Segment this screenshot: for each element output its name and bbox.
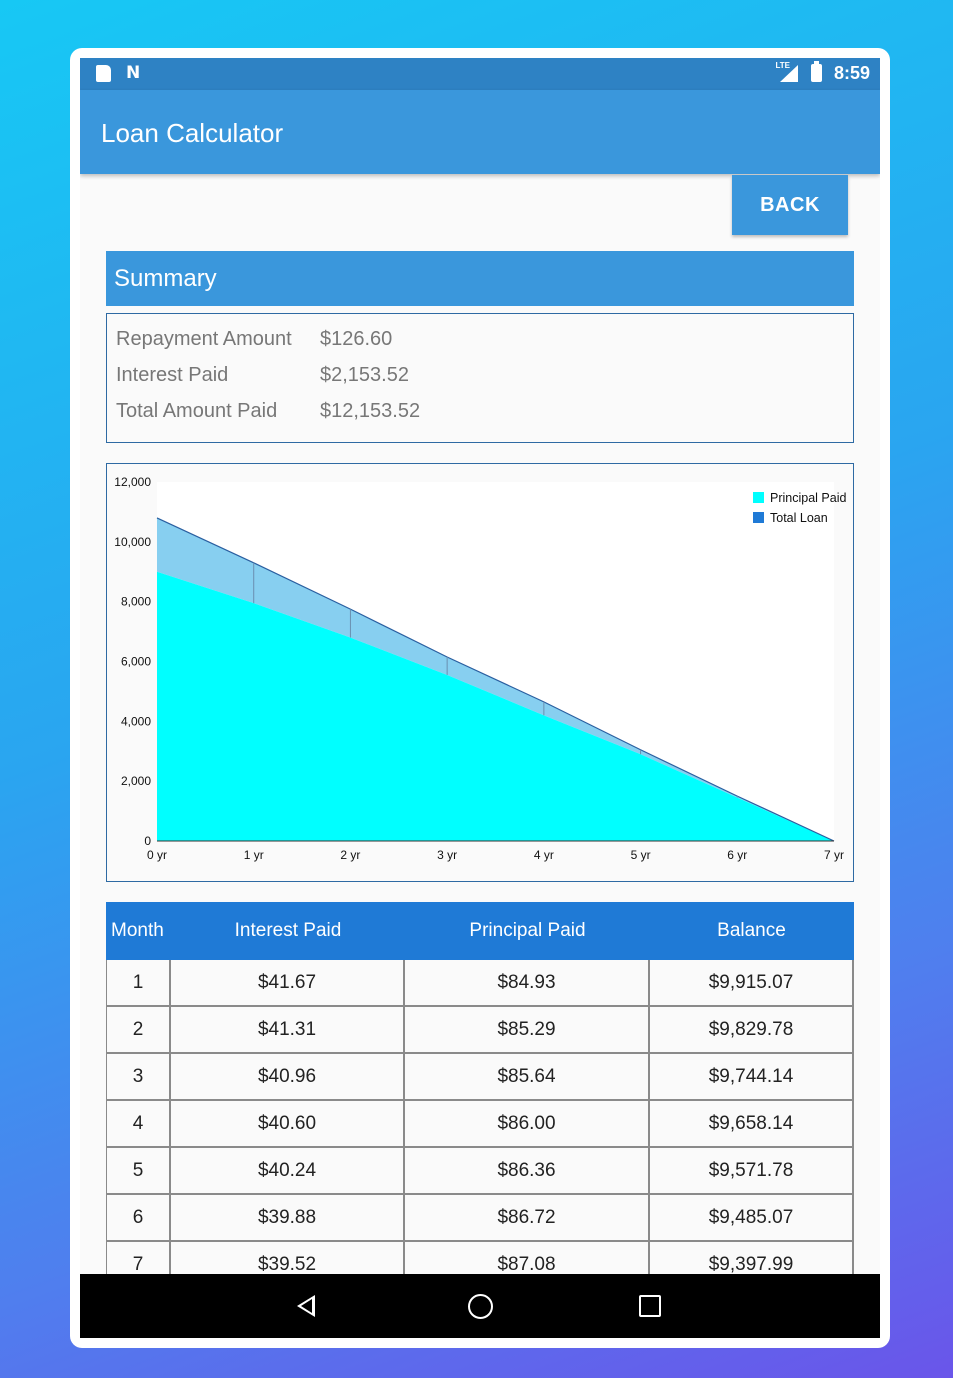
x-tick-label: 4 yr (534, 848, 554, 862)
status-bar: N LTE 8:59 (80, 58, 880, 90)
back-icon[interactable] (297, 1295, 315, 1317)
table-body: 1 $41.67 $84.93 $9,915.07 2 $41.31 $85.29 $9,82… (106, 960, 854, 1289)
summary-heading: Summary (106, 251, 854, 306)
x-tick-label: 1 yr (244, 848, 264, 862)
x-tick-label: 2 yr (340, 848, 360, 862)
summary-label: Total Amount Paid (116, 400, 278, 422)
amortization-table: Month Interest Paid Principal Paid Balan… (106, 902, 854, 1289)
y-tick-label: 0 (144, 834, 151, 848)
month-cell: 7 (107, 1242, 171, 1287)
table-header: Month Interest Paid Principal Paid Balan… (106, 902, 854, 960)
x-tick-label: 6 yr (727, 848, 747, 862)
month-cell: 5 (107, 1148, 171, 1193)
principal-paid-cell: $84.93 (405, 960, 650, 1005)
table-row: 5 $40.24 $86.36 $9,571.78 (106, 1148, 854, 1195)
x-tick-label: 7 yr (824, 848, 844, 862)
x-tick-label: 5 yr (631, 848, 651, 862)
interest-paid-cell: $39.88 (171, 1195, 405, 1240)
summary-value: $126.60 (320, 328, 393, 350)
x-tick-label: 3 yr (437, 848, 457, 862)
table-row: 6 $39.88 $86.72 $9,485.07 (106, 1195, 854, 1242)
interest-paid-cell: $40.96 (171, 1054, 405, 1099)
app-title: Loan Calculator (101, 118, 284, 148)
interest-paid-cell: $41.67 (171, 960, 405, 1005)
month-cell: 2 (107, 1007, 171, 1052)
header-principal-paid: Principal Paid (469, 920, 586, 941)
header-interest-paid: Interest Paid (234, 920, 342, 941)
y-tick-label: 6,000 (121, 655, 151, 669)
legend-swatch-total-loan (753, 512, 764, 523)
month-cell: 4 (107, 1101, 171, 1146)
interest-paid-cell: $41.31 (171, 1007, 405, 1052)
principal-paid-cell: $87.08 (405, 1242, 650, 1287)
legend-label: Principal Paid (770, 491, 846, 505)
summary-value: $2,153.52 (320, 364, 409, 386)
y-tick-label: 10,000 (114, 535, 151, 549)
balance-cell: $9,744.14 (708, 1066, 794, 1087)
battery-charging-icon (811, 61, 822, 82)
summary-row-interest: Interest Paid $2,153.52 (116, 364, 409, 387)
balance-cell: $9,658.14 (708, 1113, 794, 1134)
balance-cell: $9,485.07 (708, 1207, 794, 1228)
loan-chart: 0 2,000 4,000 6,000 8,000 10,000 12,000 0 yr 1 y… (106, 463, 854, 882)
screen: N LTE 8:59 Loan Calculator BACK Summary … (80, 58, 880, 1338)
table-row: 2 $41.31 $85.29 $9,829.78 (106, 1007, 854, 1054)
status-time: 8:59 (833, 63, 870, 83)
app-bar: Loan Calculator (80, 90, 880, 174)
series-total-loan-line (156, 517, 835, 842)
month-cell: 3 (107, 1054, 171, 1099)
header-balance: Balance (717, 920, 786, 941)
n-notification-icon: N (126, 63, 141, 83)
month-cell: 6 (107, 1195, 171, 1240)
table-row: 3 $40.96 $85.64 $9,744.14 (106, 1054, 854, 1101)
header-month: Month (111, 920, 164, 941)
principal-paid-cell: $86.36 (405, 1148, 650, 1193)
chart-svg: 0 2,000 4,000 6,000 8,000 10,000 12,000 0 yr 1 y… (114, 475, 846, 862)
series-principal-paid-area (157, 571, 834, 841)
sd-card-icon (96, 65, 111, 82)
legend-label: Total Loan (770, 511, 828, 525)
summary-row-repayment: Repayment Amount $126.60 (116, 328, 392, 351)
x-tick-label: 0 yr (147, 848, 167, 862)
interest-paid-cell: $40.24 (171, 1148, 405, 1193)
summary-label: Interest Paid (116, 364, 229, 386)
navigation-bar (80, 1274, 880, 1338)
principal-paid-cell: $86.00 (405, 1101, 650, 1146)
y-tick-label: 12,000 (114, 475, 151, 489)
device-frame: N LTE 8:59 Loan Calculator BACK Summary … (70, 48, 890, 1348)
balance-cell: $9,397.99 (708, 1254, 794, 1275)
signal-icon (780, 65, 798, 82)
summary-panel: Repayment Amount $126.60 Interest Paid $2,… (106, 313, 854, 443)
summary-value: $12,153.52 (320, 400, 421, 422)
y-tick-label: 2,000 (121, 774, 151, 788)
principal-paid-cell: $85.64 (405, 1054, 650, 1099)
balance-cell: $9,915.07 (708, 972, 794, 993)
principal-paid-cell: $86.72 (405, 1195, 650, 1240)
legend-swatch-principal-paid (753, 492, 764, 503)
y-tick-label: 8,000 (121, 595, 151, 609)
table-row: 4 $40.60 $86.00 $9,658.14 (106, 1101, 854, 1148)
summary-label: Repayment Amount (116, 328, 292, 350)
table-row: 1 $41.67 $84.93 $9,915.07 (106, 960, 854, 1007)
back-button[interactable]: BACK (732, 175, 848, 235)
summary-row-total: Total Amount Paid $12,153.52 (116, 400, 420, 423)
recents-icon[interactable] (639, 1295, 661, 1317)
interest-paid-cell: $39.52 (171, 1242, 405, 1287)
balance-cell: $9,829.78 (708, 1019, 794, 1040)
home-icon[interactable] (468, 1294, 493, 1319)
interest-paid-cell: $40.60 (171, 1101, 405, 1146)
y-tick-label: 4,000 (121, 714, 151, 728)
principal-paid-cell: $85.29 (405, 1007, 650, 1052)
month-cell: 1 (107, 960, 171, 1005)
balance-cell: $9,571.78 (708, 1160, 794, 1181)
